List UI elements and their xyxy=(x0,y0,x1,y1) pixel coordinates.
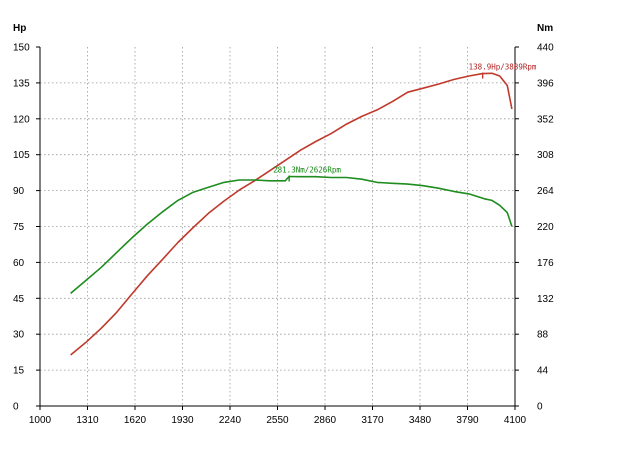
y-left-tick-label: 15 xyxy=(13,366,25,377)
peak-label: 281.3Nm/2626Rpm xyxy=(273,165,341,174)
y-left-tick-label: 60 xyxy=(13,258,25,269)
peak-label: 138.9Hp/3889Rpm xyxy=(469,63,537,72)
y-right-tick-label: 220 xyxy=(537,222,554,233)
x-tick-label: 2550 xyxy=(266,415,289,426)
x-tick-label: 1620 xyxy=(124,415,147,426)
y-left-tick-label: 150 xyxy=(13,43,30,54)
y-left-tick-label: 90 xyxy=(13,186,25,197)
y-right-tick-label: 352 xyxy=(537,114,554,125)
x-tick-label: 1000 xyxy=(29,415,52,426)
y-left-tick-label: 45 xyxy=(13,294,25,305)
x-tick-label: 3170 xyxy=(361,415,384,426)
y-right-tick-label: 88 xyxy=(537,330,549,341)
y-left-tick-label: 0 xyxy=(13,402,19,413)
x-tick-label: 1310 xyxy=(76,415,99,426)
tick-labels: 1000 1310 1620 1930 2240 2550 2860 3170 3480 3790… xyxy=(13,43,554,427)
grid xyxy=(40,47,515,406)
y-right-tick-label: 132 xyxy=(537,294,554,305)
x-tick-label: 3790 xyxy=(456,415,479,426)
y-left-tick-label: 120 xyxy=(13,114,30,125)
power-line xyxy=(70,72,513,356)
x-tick-label: 4100 xyxy=(504,415,527,426)
x-tick-label: 3480 xyxy=(409,415,432,426)
right-axis-unit: Nm xyxy=(537,23,553,34)
series-lines xyxy=(70,72,513,356)
y-right-tick-label: 308 xyxy=(537,150,554,161)
y-left-tick-label: 135 xyxy=(13,78,30,89)
y-right-tick-label: 0 xyxy=(537,402,543,413)
annotations: 138.9Hp/3889Rpm 281.3Nm/2626Rpm xyxy=(273,63,537,182)
torque-line xyxy=(70,175,513,295)
x-tick-label: 2860 xyxy=(314,415,337,426)
y-left-tick-label: 75 xyxy=(13,222,25,233)
y-right-tick-label: 264 xyxy=(537,186,554,197)
y-left-tick-label: 105 xyxy=(13,150,30,161)
y-right-tick-label: 440 xyxy=(537,43,554,54)
y-right-tick-label: 44 xyxy=(537,366,549,377)
x-tick-label: 1930 xyxy=(171,415,194,426)
x-tick-label: 2240 xyxy=(219,415,242,426)
y-right-tick-label: 176 xyxy=(537,258,554,269)
left-axis-unit: Hp xyxy=(13,23,26,34)
y-left-tick-label: 30 xyxy=(13,330,25,341)
y-right-tick-label: 396 xyxy=(537,78,554,89)
axes xyxy=(36,46,519,410)
